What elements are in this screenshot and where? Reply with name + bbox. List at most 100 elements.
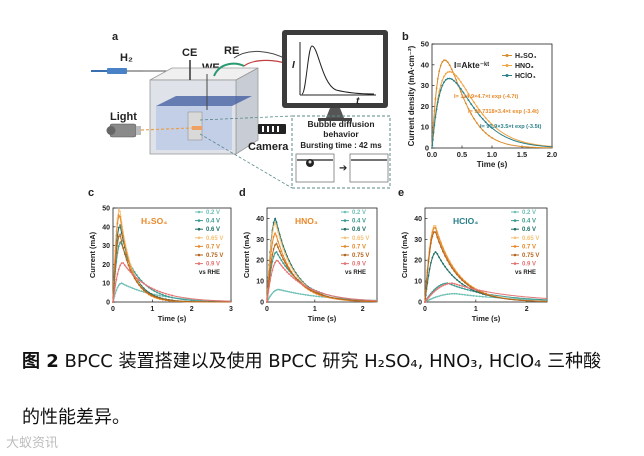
data-point	[277, 288, 279, 291]
data-point	[450, 68, 453, 71]
data-point	[453, 276, 456, 279]
data-point	[156, 289, 159, 292]
data-point	[448, 261, 451, 263]
fit-equation: I= 99.7318×3.4×t exp (-3.4t)	[468, 109, 539, 115]
x-tick-label: 1.5	[517, 150, 527, 159]
data-point	[464, 281, 466, 284]
data-point	[318, 293, 320, 295]
data-point	[487, 120, 490, 123]
data-point	[129, 265, 132, 268]
legend-marker	[197, 245, 201, 248]
data-point	[473, 101, 475, 104]
data-point	[453, 270, 456, 273]
data-point	[116, 286, 119, 289]
data-point	[461, 293, 463, 296]
data-point	[470, 97, 473, 99]
data-point	[271, 233, 274, 235]
y-tick-label: 40	[414, 216, 422, 223]
data-point	[112, 301, 114, 303]
series-line	[112, 282, 231, 303]
data-point	[473, 117, 475, 120]
data-point	[433, 296, 435, 299]
data-point	[159, 297, 161, 300]
data-point	[133, 277, 136, 280]
legend-entry: HNO₃	[515, 63, 534, 70]
data-point	[446, 71, 449, 74]
x-tick-label: 0	[265, 306, 269, 313]
x-tick-label: 0	[423, 306, 427, 313]
data-point	[453, 282, 456, 285]
data-point	[278, 237, 281, 239]
legend-entry: 0.9 V	[522, 262, 536, 268]
chart-title: H₂SO₄	[141, 216, 167, 226]
data-point	[123, 264, 126, 267]
data-point	[466, 294, 469, 297]
data-point	[472, 288, 475, 290]
data-point	[168, 299, 170, 301]
data-point	[123, 283, 126, 286]
data-point	[145, 284, 148, 287]
data-point	[441, 84, 444, 87]
data-point	[442, 294, 444, 296]
data-point	[270, 293, 273, 296]
data-point	[469, 294, 472, 297]
caption-text-2: 的性能差异。	[22, 407, 130, 428]
data-point	[441, 79, 444, 82]
legend-entry: 0.65 V	[352, 236, 369, 242]
x-tick-label: 0	[111, 306, 115, 313]
data-point	[435, 108, 438, 111]
legend-entry: 0.2 V	[206, 210, 220, 216]
data-point	[424, 297, 427, 300]
data-point	[275, 289, 278, 291]
x-tick-label: 1	[150, 306, 154, 313]
data-point	[275, 259, 278, 262]
data-point	[113, 275, 116, 278]
x-tick-label: 2	[361, 306, 365, 313]
data-point	[119, 215, 121, 218]
data-point	[485, 296, 487, 298]
data-point	[473, 107, 475, 109]
legend-marker	[513, 219, 517, 222]
data-point	[439, 84, 442, 87]
data-point	[277, 246, 279, 249]
re-label: RE	[224, 45, 239, 57]
data-point	[266, 295, 269, 298]
data-point	[131, 287, 134, 289]
data-point	[282, 254, 285, 257]
data-point	[299, 279, 302, 282]
data-point	[278, 256, 281, 259]
data-point	[434, 98, 437, 100]
data-point	[272, 248, 275, 250]
data-point	[122, 235, 125, 238]
data-point	[444, 72, 447, 75]
data-point	[484, 132, 487, 134]
data-point	[450, 78, 453, 81]
data-point	[270, 261, 273, 263]
data-point	[125, 259, 128, 261]
data-point	[292, 274, 295, 277]
data-point	[142, 282, 145, 285]
data-point	[465, 95, 467, 98]
data-point	[117, 245, 120, 248]
legend-marker	[343, 210, 347, 214]
data-point	[451, 274, 453, 276]
legend-marker	[513, 262, 517, 265]
data-point	[135, 281, 138, 283]
data-point	[484, 121, 487, 124]
y-tick-label: 40	[256, 216, 264, 223]
data-point	[453, 284, 456, 287]
data-point	[140, 286, 143, 289]
legend-entry: HClO₄	[515, 73, 536, 80]
data-point	[284, 261, 286, 264]
data-point	[434, 251, 437, 253]
data-point	[116, 273, 119, 276]
data-point	[487, 124, 490, 127]
y-tick-label: 30	[102, 243, 110, 250]
data-point	[119, 210, 121, 213]
data-point	[153, 295, 156, 298]
data-point	[440, 246, 442, 248]
data-point	[469, 286, 472, 288]
data-point	[120, 240, 123, 243]
data-point	[446, 283, 449, 285]
electrochemical-cell	[149, 67, 259, 155]
